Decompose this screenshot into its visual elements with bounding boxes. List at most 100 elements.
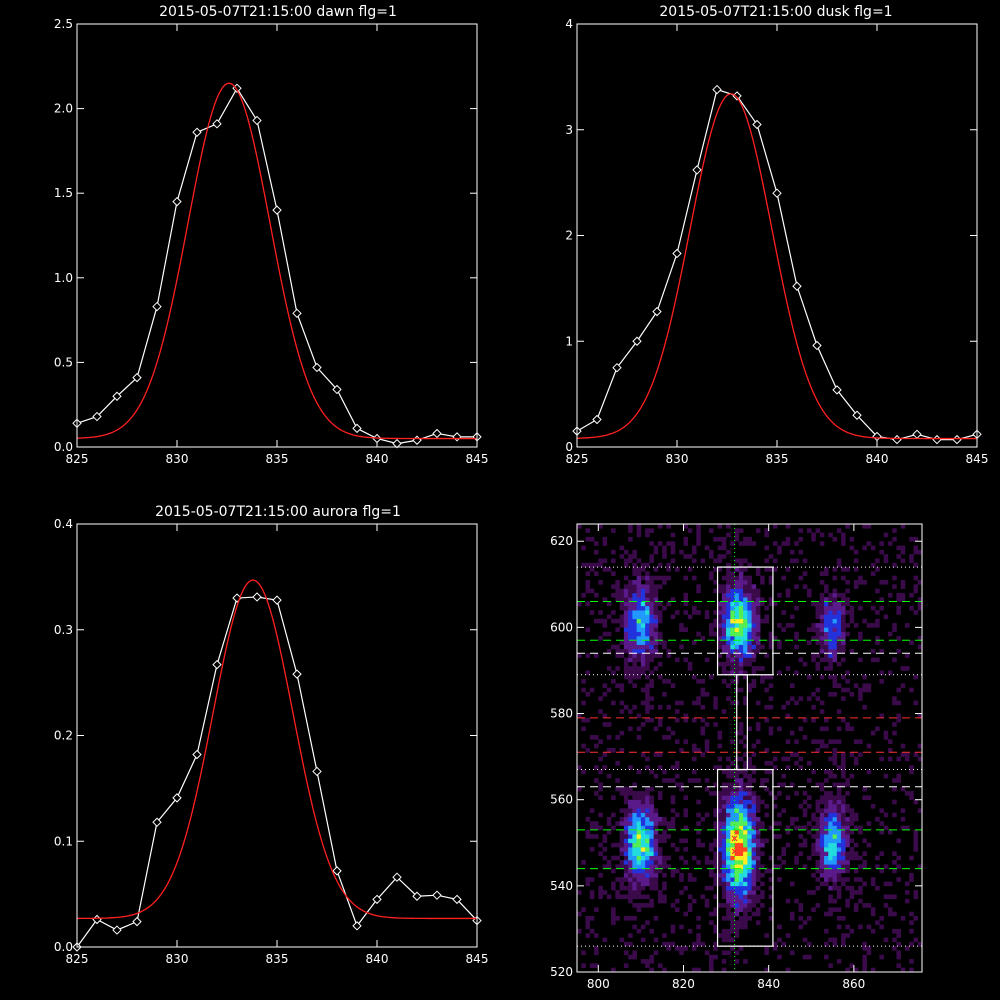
aurora-data-point — [292, 669, 302, 679]
heatmap-cell — [751, 885, 757, 891]
dawn-data-point — [172, 196, 182, 207]
heatmap-cell — [913, 700, 919, 706]
heatmap-cell — [683, 808, 689, 813]
heatmap-cell — [824, 847, 829, 852]
aurora-data-point — [172, 793, 182, 803]
heatmap-cell — [692, 558, 697, 564]
heatmap-cell — [747, 907, 752, 912]
heatmap-cell — [815, 799, 821, 805]
heatmap-cell — [909, 765, 914, 770]
heatmap-cell — [606, 601, 612, 607]
heatmap-cell — [721, 610, 727, 615]
heatmap-cell — [832, 588, 838, 594]
heatmap-cell — [738, 661, 744, 667]
heatmap-cell — [751, 808, 757, 813]
heatmap-cell — [841, 864, 846, 869]
heatmap-cell — [743, 618, 748, 624]
heatmap-cell — [700, 692, 706, 697]
heatmap-cell — [581, 562, 586, 568]
heatmap-cell — [730, 881, 735, 887]
heatmap-cell — [862, 954, 867, 960]
heatmap-cell — [777, 937, 782, 943]
heatmap-cell — [807, 592, 812, 598]
heatmap-cell — [789, 614, 795, 620]
heatmap-cell — [747, 610, 752, 615]
aurora-ytick-label: 0.1 — [54, 834, 73, 848]
heatmap-cell — [747, 808, 752, 813]
heatmap-cell — [794, 791, 799, 796]
heatmap-cell — [611, 825, 616, 831]
heatmap-cell — [789, 549, 795, 555]
heatmap-cell — [713, 782, 718, 788]
heatmap-cell — [738, 648, 744, 654]
heatmap-cell — [747, 644, 752, 650]
heatmap-cell — [640, 610, 646, 615]
heatmap-cell — [743, 959, 748, 964]
aurora-ytick-label: 0.4 — [54, 517, 73, 531]
heatmap-cell — [768, 885, 774, 891]
heatmap-cell — [841, 640, 846, 645]
heatmap-cell — [836, 821, 842, 826]
heatmap-cell — [598, 696, 603, 701]
heatmap-cell — [611, 842, 616, 848]
heatmap-cell — [696, 584, 701, 589]
dawn-spectrum-plot: 2015-05-07T21:15:00 dawn flg=1 825 830 835… — [54, 4, 489, 466]
heatmap-cell — [628, 610, 633, 615]
heatmap-cell — [832, 829, 838, 835]
heatmap-cell — [594, 907, 599, 912]
heatmap-cell — [704, 610, 710, 615]
heatmap-cell — [589, 536, 595, 542]
heatmap-cell — [772, 804, 778, 809]
heatmap-cell — [768, 554, 774, 559]
aurora-data-point — [332, 866, 342, 876]
heatmap-cell — [645, 920, 650, 925]
heatmap-cell — [696, 812, 701, 818]
heatmap-cell — [747, 773, 752, 779]
heatmap-cell — [666, 562, 671, 568]
heatmap-cell — [636, 631, 642, 637]
heatmap-cell — [858, 605, 863, 611]
heatmap-cell — [743, 735, 748, 740]
dawn-data-point — [152, 301, 162, 312]
heatmap-cell — [632, 885, 637, 891]
heatmap-cell — [645, 812, 650, 818]
heatmap-cell — [738, 722, 744, 727]
heatmap-cell — [619, 816, 625, 822]
heatmap-cell — [709, 575, 714, 581]
heatmap-cell — [747, 760, 752, 766]
heatmap-cell — [640, 821, 646, 826]
heatmap-cell — [832, 838, 838, 844]
heatmap-cell — [883, 937, 889, 943]
heatmap-cell — [726, 825, 731, 831]
heatmap-cell — [687, 554, 693, 559]
heatmap-cell — [824, 791, 829, 796]
heatmap-cell — [726, 756, 731, 762]
heatmap-cell — [730, 588, 735, 594]
heatmap-cell — [713, 855, 718, 861]
heatmap-cell — [623, 575, 629, 581]
heatmap-cell — [751, 683, 757, 688]
heatmap-cell — [841, 541, 846, 546]
heatmap-cell — [875, 618, 880, 624]
heatmap-cell — [794, 825, 799, 831]
heatmap-cell — [789, 816, 795, 822]
heatmap-cell — [836, 614, 842, 620]
heatmap-cell — [879, 756, 884, 762]
heatmap-cell — [623, 623, 629, 628]
heatmap-cell — [657, 795, 663, 800]
heatmap-cell — [619, 885, 625, 891]
heatmap-cell — [828, 532, 833, 538]
heatmap-cell — [862, 580, 867, 585]
heatmap-cell — [726, 567, 731, 572]
heatmap-cell — [743, 903, 748, 908]
heatmap-cell — [849, 963, 855, 968]
heatmap-cell — [794, 558, 799, 564]
heatmap-cell — [879, 648, 884, 654]
heatmap-cell — [696, 541, 701, 546]
heatmap-cell — [730, 605, 735, 611]
heatmap-cell — [606, 748, 612, 753]
heatmap-cell — [738, 739, 744, 744]
heatmap-cell — [709, 571, 714, 576]
heatmap-cell — [807, 855, 812, 861]
